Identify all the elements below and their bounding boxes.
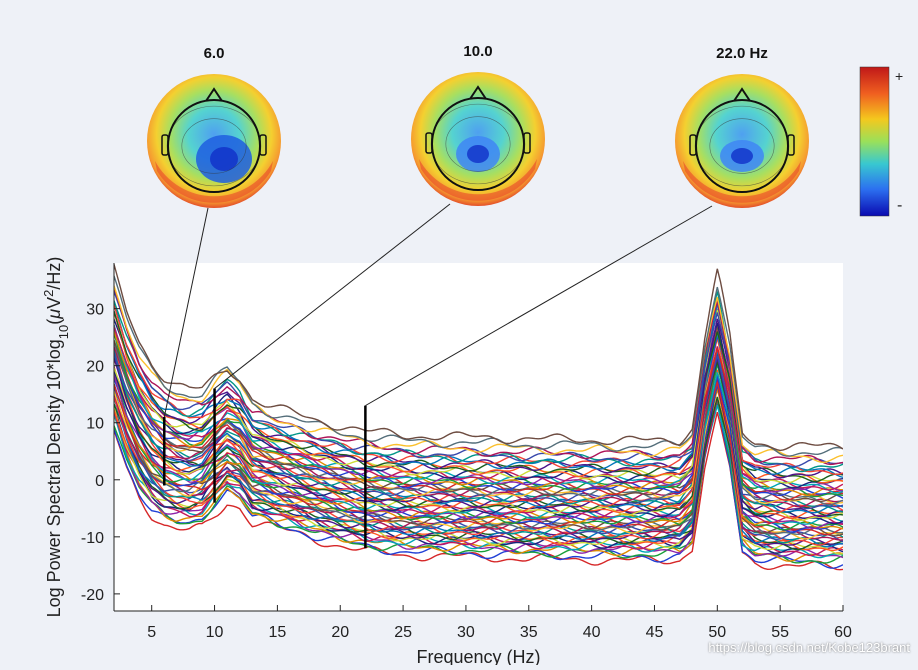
- x-tick-label: 50: [708, 624, 726, 641]
- x-tick-label: 10: [206, 624, 224, 641]
- scalp-map-edge: [683, 161, 801, 203]
- channel-trace: [114, 275, 843, 457]
- x-tick-label: 25: [394, 624, 412, 641]
- scalp-map-label: 22.0 Hz: [716, 45, 768, 62]
- x-tick-label: 5: [147, 624, 156, 641]
- head-ear-right: [259, 134, 267, 156]
- x-tick-label: 55: [771, 624, 789, 641]
- channel-trace: [114, 326, 843, 491]
- scalp-map: 6.0: [147, 45, 281, 208]
- watermark: https://blog.csdn.net/Kobe123brant: [708, 640, 910, 655]
- scalp-map-core: [731, 148, 753, 164]
- x-axis-label: Frequency (Hz): [416, 647, 540, 665]
- x-tick-label: 15: [268, 624, 286, 641]
- channel-trace: [114, 412, 843, 571]
- scalp-map-label: 10.0: [463, 43, 492, 60]
- head-nose: [205, 87, 223, 102]
- colorbar-minus-label: -: [897, 197, 902, 214]
- y-tick-label: 30: [86, 302, 104, 319]
- y-tick-label: -10: [81, 530, 104, 547]
- channel-trace: [114, 337, 843, 520]
- x-tick-label: 40: [583, 624, 601, 641]
- scalp-map-contour: [709, 118, 775, 174]
- channel-trace: [114, 264, 843, 452]
- scalp-map-contour: [181, 118, 247, 174]
- colorbar: [859, 66, 890, 217]
- y-tick-label: 20: [86, 359, 104, 376]
- scalp-map-core: [467, 145, 489, 163]
- colorbar-plus-label: +: [895, 68, 903, 84]
- scalp-map-core: [210, 147, 238, 171]
- channel-trace: [114, 291, 843, 473]
- scalp-map-edge: [155, 161, 273, 203]
- y-tick-label: 10: [86, 416, 104, 433]
- scalp-map-contour: [445, 116, 511, 172]
- y-tick-label: -20: [81, 587, 104, 604]
- head-ear-right: [523, 132, 531, 154]
- channel-trace: [114, 310, 843, 483]
- x-tick-label: 20: [331, 624, 349, 641]
- marker-connector: [365, 205, 713, 407]
- scalp-map-label: 6.0: [204, 45, 225, 62]
- head-nose: [469, 85, 487, 100]
- channel-trace: [114, 331, 843, 501]
- y-axis-label: Log Power Spectral Density 10*log10(μV2/…: [41, 257, 71, 618]
- channel-trace: [114, 286, 843, 466]
- scalp-map-edge: [419, 159, 537, 201]
- scalp-map: 22.0 Hz: [675, 45, 809, 208]
- x-tick-label: 60: [834, 624, 852, 641]
- channel-trace: [114, 290, 843, 468]
- marker-connector: [214, 203, 451, 389]
- head-ear-left: [425, 132, 433, 154]
- x-tick-label: 30: [457, 624, 475, 641]
- head-ear-left: [689, 134, 697, 156]
- x-tick-label: 35: [520, 624, 538, 641]
- channel-trace: [114, 388, 843, 562]
- head-ear-left: [161, 134, 169, 156]
- marker-connector: [163, 207, 209, 418]
- y-tick-label: 0: [95, 473, 104, 490]
- scalp-map: 10.0: [411, 43, 545, 206]
- head-nose: [733, 87, 751, 102]
- channel-trace: [114, 405, 843, 559]
- x-tick-label: 45: [646, 624, 664, 641]
- head-ear-right: [787, 134, 795, 156]
- channel-traces: [114, 264, 843, 571]
